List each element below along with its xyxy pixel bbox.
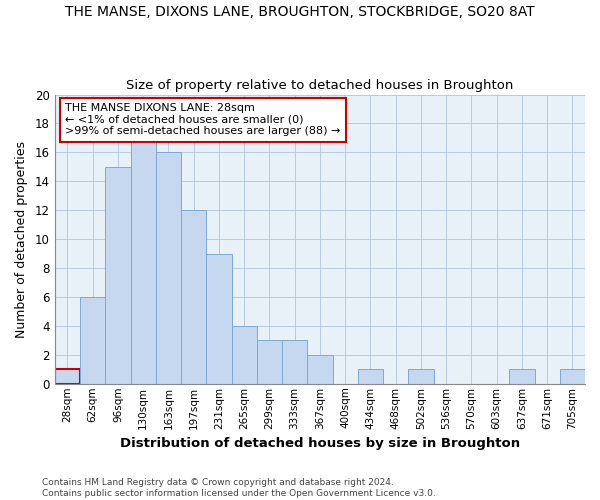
- Text: THE MANSE, DIXONS LANE, BROUGHTON, STOCKBRIDGE, SO20 8AT: THE MANSE, DIXONS LANE, BROUGHTON, STOCK…: [65, 5, 535, 19]
- Bar: [106, 167, 131, 384]
- Bar: [232, 326, 257, 384]
- Bar: [509, 370, 535, 384]
- Bar: [358, 370, 383, 384]
- Bar: [307, 355, 332, 384]
- Bar: [156, 152, 181, 384]
- Title: Size of property relative to detached houses in Broughton: Size of property relative to detached ho…: [126, 79, 514, 92]
- Text: THE MANSE DIXONS LANE: 28sqm
← <1% of detached houses are smaller (0)
>99% of se: THE MANSE DIXONS LANE: 28sqm ← <1% of de…: [65, 103, 341, 136]
- X-axis label: Distribution of detached houses by size in Broughton: Distribution of detached houses by size …: [120, 437, 520, 450]
- Bar: [181, 210, 206, 384]
- Text: Contains HM Land Registry data © Crown copyright and database right 2024.
Contai: Contains HM Land Registry data © Crown c…: [42, 478, 436, 498]
- Bar: [55, 370, 80, 384]
- Bar: [131, 138, 156, 384]
- Bar: [206, 254, 232, 384]
- Bar: [80, 297, 106, 384]
- Bar: [408, 370, 434, 384]
- Y-axis label: Number of detached properties: Number of detached properties: [15, 140, 28, 338]
- Bar: [282, 340, 307, 384]
- Bar: [560, 370, 585, 384]
- Bar: [257, 340, 282, 384]
